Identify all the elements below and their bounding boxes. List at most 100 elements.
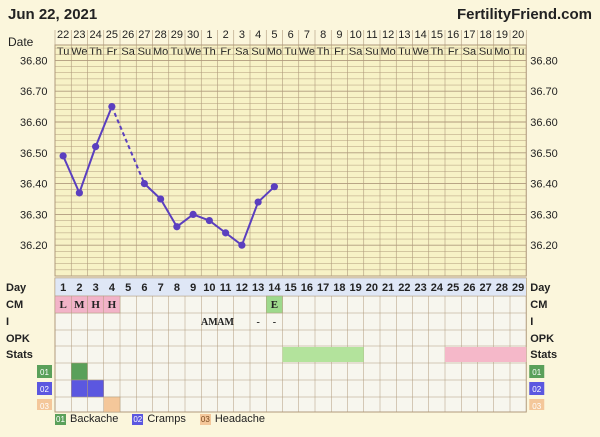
y-tick-left: 36.80 — [20, 55, 48, 67]
row-label-left: I — [6, 316, 9, 328]
date-label: 23 — [73, 29, 85, 41]
legend-item-backache: 01 Backache — [55, 413, 118, 425]
date-label: 19 — [496, 29, 508, 41]
cm-cell — [266, 295, 283, 314]
cycle-day: 23 — [415, 282, 427, 294]
weekday-label: Fr — [334, 46, 345, 58]
y-tick-right: 36.40 — [530, 179, 558, 191]
cm-label: H — [91, 299, 100, 311]
cycle-day: 15 — [285, 282, 297, 294]
weekday-label: Tu — [171, 46, 183, 58]
date-row-label: Date — [8, 35, 34, 49]
temp-point — [140, 180, 148, 188]
temp-point — [92, 143, 100, 151]
header-date: Jun 22, 2021 — [8, 6, 97, 23]
date-label: 20 — [512, 29, 524, 41]
date-label: 28 — [155, 29, 167, 41]
temp-line-segment — [143, 182, 162, 200]
date-label: 10 — [350, 29, 362, 41]
cycle-day: 8 — [174, 282, 180, 294]
legend-item-cramps: 02 Cramps — [132, 413, 186, 425]
date-label: 8 — [320, 29, 326, 41]
temp-line-segment — [257, 185, 276, 203]
row-label-left: CM — [6, 299, 23, 311]
day-row-bg — [54, 277, 527, 297]
weekday-label: Sa — [235, 46, 249, 58]
date-label: 30 — [187, 29, 199, 41]
stats-bar — [282, 347, 364, 362]
symptom-code-left — [37, 399, 52, 410]
weekday-label: We — [412, 46, 428, 58]
y-tick-right: 36.60 — [530, 117, 558, 129]
cycle-day: 2 — [76, 282, 82, 294]
weekday-label: Sa — [463, 46, 477, 58]
date-label: 3 — [239, 29, 245, 41]
temp-line-segment — [94, 106, 113, 148]
temp-point — [222, 229, 230, 237]
legend-code-03: 03 — [199, 413, 211, 425]
date-label: 12 — [382, 29, 394, 41]
row-label-right: OPK — [530, 333, 554, 345]
legend-label-headache: Headache — [214, 413, 265, 425]
intercourse-label: - — [256, 317, 259, 328]
date-label: 26 — [122, 29, 134, 41]
cycle-day: 7 — [158, 282, 164, 294]
weekday-label: We — [185, 46, 201, 58]
intercourse-label: AM — [217, 317, 234, 328]
cycle-day: 6 — [141, 282, 147, 294]
row-label-left: Stats — [6, 349, 33, 361]
cycle-day: 26 — [463, 282, 475, 294]
date-label: 22 — [57, 29, 69, 41]
y-tick-right: 36.20 — [530, 240, 558, 252]
temp-point — [238, 241, 246, 249]
cycle-day: 9 — [190, 282, 196, 294]
cycle-day: 20 — [366, 282, 378, 294]
symptom-code-right — [529, 399, 545, 410]
row-label-left: OPK — [6, 333, 30, 345]
cycle-day: 19 — [350, 282, 362, 294]
cycle-day: 14 — [268, 282, 281, 294]
temp-point — [157, 195, 165, 203]
cycle-day: 1 — [60, 282, 66, 294]
cm-label: H — [108, 299, 117, 311]
date-label: 7 — [304, 29, 310, 41]
y-tick-right: 36.70 — [530, 86, 558, 98]
row-label-left: Day — [6, 282, 27, 294]
symptom-cell — [87, 379, 104, 398]
date-label: 13 — [398, 29, 410, 41]
cycle-day: 24 — [431, 282, 444, 294]
temp-point — [270, 183, 278, 191]
cm-label: M — [74, 299, 85, 311]
symptom-code-text: 01 — [532, 368, 541, 377]
symptom-code-left — [37, 365, 52, 378]
weekday-label: Su — [138, 46, 151, 58]
date-label: 24 — [90, 29, 102, 41]
cycle-day: 18 — [333, 282, 345, 294]
cycle-day: 10 — [203, 282, 215, 294]
weekday-label: We — [71, 46, 87, 58]
y-tick-right: 36.30 — [530, 209, 558, 221]
weekday-label: Sa — [121, 46, 135, 58]
cycle-day: 17 — [317, 282, 329, 294]
weekday-label: Fr — [448, 46, 459, 58]
legend-item-headache: 03 Headache — [199, 413, 265, 425]
row-label-right: Stats — [530, 349, 557, 361]
date-label: 18 — [480, 29, 492, 41]
temp-point — [205, 216, 213, 225]
cycle-day: 21 — [382, 282, 394, 294]
symptom-cell — [71, 362, 88, 381]
weekday-label: Tu — [284, 46, 296, 58]
symptom-code-right — [529, 365, 545, 378]
cycle-day: 16 — [301, 282, 313, 294]
y-tick-left: 36.20 — [20, 240, 48, 252]
cycle-day: 4 — [109, 282, 116, 294]
legend-code-02: 02 — [132, 413, 144, 425]
symptom-code-text: 02 — [532, 385, 541, 394]
plot-area — [54, 44, 527, 277]
date-label: 15 — [431, 29, 443, 41]
weekday-label: Tu — [398, 46, 410, 58]
weekday-label: Su — [479, 46, 492, 58]
weekday-label: Tu — [512, 46, 524, 58]
